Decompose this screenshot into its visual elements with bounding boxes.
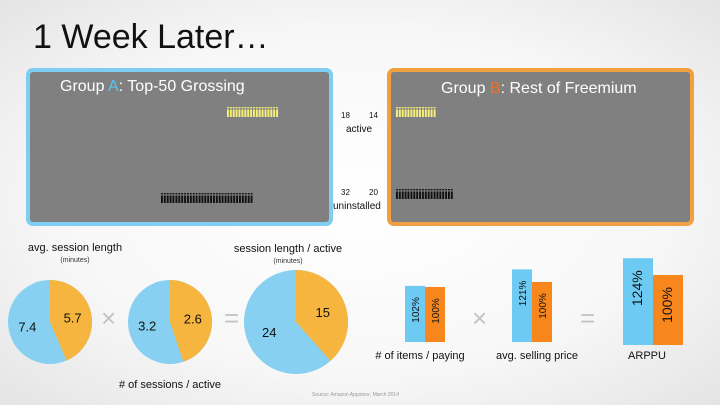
pie-label-a: 7.4 (18, 320, 36, 335)
times-operator: × (101, 303, 117, 333)
group-b-uninstalled-person-icons: iiiiiiiiiiiiiiiiiiii (395, 186, 454, 202)
group-a-panel (26, 68, 333, 226)
selling-price-title: avg. selling price (496, 350, 578, 362)
uninstalled-label: uninstalled (333, 201, 381, 212)
session-active-unit: (minutes) (273, 258, 303, 265)
uninstalled-count-b: 20 (369, 188, 378, 197)
items-paying-title: # of items / paying (375, 350, 465, 362)
pie-slice-b (50, 280, 93, 361)
group-b-suffix: : Rest of Freemium (500, 80, 637, 97)
group-a-title: Group A: Top-50 Grossing (60, 78, 245, 96)
pie-label-b: 15 (316, 305, 330, 320)
slide-title: 1 Week Later… (33, 18, 269, 56)
equals-operator: = (224, 303, 240, 333)
equals-operator-2: = (580, 303, 596, 333)
bar-b (653, 275, 683, 345)
bar-label-a: 102% (411, 297, 422, 323)
avg-session-unit: (minutes) (60, 257, 90, 264)
pie-slice-b (170, 280, 212, 362)
avg-session-title: avg. session length (27, 242, 123, 254)
pie-label-a: 24 (262, 325, 276, 340)
session-active-title: session length / active (233, 243, 343, 255)
bar-label-b: 100% (431, 298, 442, 324)
group-b-panel (387, 68, 694, 226)
group-b-prefix: Group (441, 80, 490, 97)
pie-label-a: 3.2 (138, 319, 156, 334)
source-note: Source: Amazon Appstore, March 2014 (312, 392, 399, 398)
group-a-prefix: Group (60, 78, 109, 95)
uninstalled-count-a: 32 (341, 188, 350, 197)
group-a-suffix: : Top-50 Grossing (118, 78, 245, 95)
bar-a (512, 269, 532, 342)
bar-b (425, 287, 445, 342)
pie-label-b: 5.7 (64, 310, 82, 325)
bar-label-b: 100% (659, 287, 675, 323)
bar-label-a: 121% (518, 281, 529, 307)
group-a-active-person-icons: iiiiiiiiiiiiiiiiii (226, 104, 279, 120)
active-count-a: 18 (341, 111, 350, 120)
sessions-title: # of sessions / active (118, 379, 222, 391)
group-b-title: Group B: Rest of Freemium (441, 80, 637, 98)
pie-slice-b (296, 270, 348, 361)
arppu-title: ARPPU (628, 350, 666, 362)
bar-a (623, 258, 653, 345)
pie-label-b: 2.6 (184, 311, 202, 326)
active-label: active (346, 124, 373, 135)
bar-a (405, 285, 425, 342)
group-b-active-person-icons: iiiiiiiiiiiiii (395, 104, 436, 120)
bar-label-a: 124% (629, 270, 645, 306)
group-b-letter: B (489, 80, 501, 97)
bar-label-b: 100% (538, 293, 549, 319)
times-operator-2: × (472, 303, 488, 333)
group-a-letter: A (108, 78, 119, 95)
active-count-b: 14 (369, 111, 378, 120)
group-a-uninstalled-person-icons: iiiiiiiiiiiiiiiiiiiiiiiiiiiiiiii (160, 190, 253, 206)
bar-b (532, 282, 552, 342)
